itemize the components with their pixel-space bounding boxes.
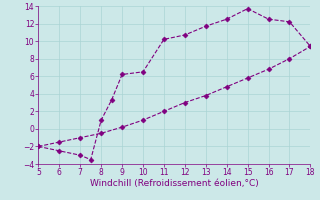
X-axis label: Windchill (Refroidissement éolien,°C): Windchill (Refroidissement éolien,°C): [90, 179, 259, 188]
